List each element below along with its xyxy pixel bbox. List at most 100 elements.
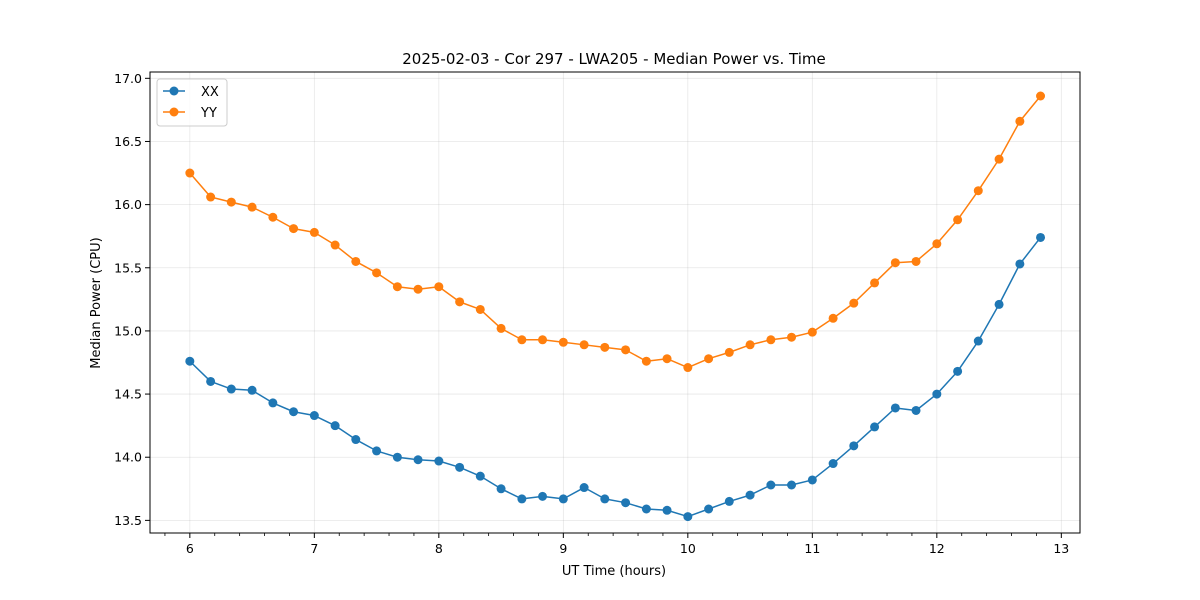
x-tick-label: 8 [435,541,443,556]
data-point-xx [455,462,465,472]
data-point-xx [330,421,340,431]
data-point-yy [807,327,817,337]
data-point-xx [662,505,672,515]
legend-marker-yy [169,107,179,117]
legend-marker-xx [169,86,179,96]
y-tick-label: 16.5 [114,134,142,149]
data-point-xx [558,494,568,504]
plot-frame [149,71,1081,534]
data-point-yy [662,354,672,364]
series-layer [185,91,1046,522]
data-point-yy [828,313,838,323]
data-point-xx [1015,259,1025,269]
data-point-yy [558,337,568,347]
data-point-xx [392,452,402,462]
data-point-yy [434,282,444,292]
data-point-yy [496,323,506,333]
data-point-xx [787,480,797,490]
x-tick-label: 10 [680,541,696,556]
data-point-yy [932,239,942,249]
data-point-yy [911,256,921,266]
x-tick-label: 6 [186,541,194,556]
data-point-yy [641,356,651,366]
data-point-xx [600,494,610,504]
data-point-yy [870,278,880,288]
data-point-xx [994,299,1004,309]
y-tick-label: 14.5 [114,387,142,402]
data-point-xx [351,435,361,445]
data-point-xx [538,491,548,501]
data-point-xx [413,455,423,465]
data-point-yy [973,186,983,196]
data-point-xx [890,403,900,413]
data-point-xx [973,336,983,346]
x-axis-label: UT Time (hours) [562,564,666,579]
legend-label-xx: XX [201,85,219,100]
data-point-yy [413,284,423,294]
data-point-xx [579,483,589,493]
data-point-yy [683,363,693,373]
data-point-yy [392,282,402,292]
data-point-yy [330,240,340,250]
data-point-xx [1036,232,1046,242]
data-point-xx [807,475,817,485]
data-point-yy [372,268,382,278]
y-tick-label: 17.0 [114,71,142,86]
data-point-xx [766,480,776,490]
data-point-xx [372,446,382,456]
data-point-xx [683,512,693,522]
data-point-xx [185,356,195,366]
data-point-xx [641,504,651,514]
y-tick-label: 14.0 [114,450,142,465]
data-point-yy [787,332,797,342]
axis-ticks: 6 7 8 9 10 11 12 13 13.5 14.0 14.5 15.0 15.5 16.0 16.5… [114,71,1069,556]
data-point-xx [745,490,755,500]
data-point-yy [621,345,631,355]
data-point-yy [890,258,900,268]
data-point-xx [724,496,734,506]
data-point-xx [704,504,714,514]
x-tick-label: 11 [804,541,820,556]
data-point-xx [953,366,963,376]
data-point-yy [455,297,465,307]
data-point-xx [206,376,216,386]
data-point-xx [870,422,880,432]
data-point-yy [745,340,755,350]
legend-label-yy: YY [200,106,217,121]
data-point-xx [496,484,506,494]
grid-lines [150,72,1080,533]
legend: XX YY [156,78,228,127]
data-point-yy [351,256,361,266]
data-point-yy [579,340,589,350]
data-point-xx [621,498,631,508]
data-point-yy [1015,116,1025,126]
y-axis-label: Median Power (CPU) [89,237,104,368]
data-point-yy [517,335,527,345]
data-point-xx [434,456,444,466]
data-point-xx [309,411,319,421]
x-tick-label: 13 [1053,541,1069,556]
data-point-yy [849,298,859,308]
chart-title: 2025-02-03 - Cor 297 - LWA205 - Median P… [402,50,826,68]
y-tick-label: 15.0 [114,323,142,338]
data-point-xx [828,459,838,469]
data-point-yy [226,197,236,207]
data-point-yy [1036,91,1046,101]
y-tick-label: 15.5 [114,260,142,275]
data-point-yy [600,342,610,352]
y-tick-label: 13.5 [114,513,142,528]
x-tick-label: 9 [559,541,567,556]
data-point-yy [766,335,776,345]
x-tick-label: 7 [310,541,318,556]
data-point-yy [247,202,257,212]
data-point-yy [953,215,963,225]
data-point-xx [517,494,527,504]
data-point-yy [475,304,485,314]
data-point-xx [226,384,236,394]
data-point-xx [247,385,257,395]
x-tick-label: 12 [929,541,945,556]
data-point-yy [309,227,319,237]
data-point-xx [475,471,485,481]
data-point-yy [185,168,195,178]
